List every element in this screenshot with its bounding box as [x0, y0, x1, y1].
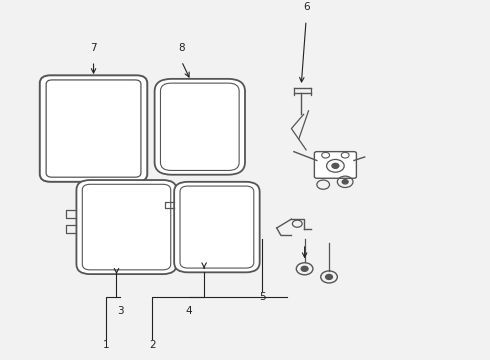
Circle shape: [326, 274, 332, 279]
Text: 1: 1: [102, 340, 109, 350]
Text: 4: 4: [186, 306, 192, 316]
FancyBboxPatch shape: [174, 182, 260, 272]
Circle shape: [301, 266, 308, 271]
FancyBboxPatch shape: [155, 79, 245, 175]
Circle shape: [342, 180, 348, 184]
Text: 6: 6: [303, 3, 309, 13]
FancyBboxPatch shape: [40, 75, 147, 182]
Circle shape: [332, 163, 339, 168]
FancyBboxPatch shape: [160, 83, 239, 170]
Text: 7: 7: [90, 43, 97, 53]
FancyBboxPatch shape: [315, 152, 356, 178]
Text: 8: 8: [178, 43, 185, 53]
Text: 5: 5: [259, 292, 266, 302]
FancyBboxPatch shape: [180, 186, 254, 268]
Text: 2: 2: [149, 340, 155, 350]
FancyBboxPatch shape: [76, 180, 176, 274]
Text: 3: 3: [117, 306, 123, 316]
FancyBboxPatch shape: [82, 184, 171, 270]
FancyBboxPatch shape: [46, 80, 141, 177]
